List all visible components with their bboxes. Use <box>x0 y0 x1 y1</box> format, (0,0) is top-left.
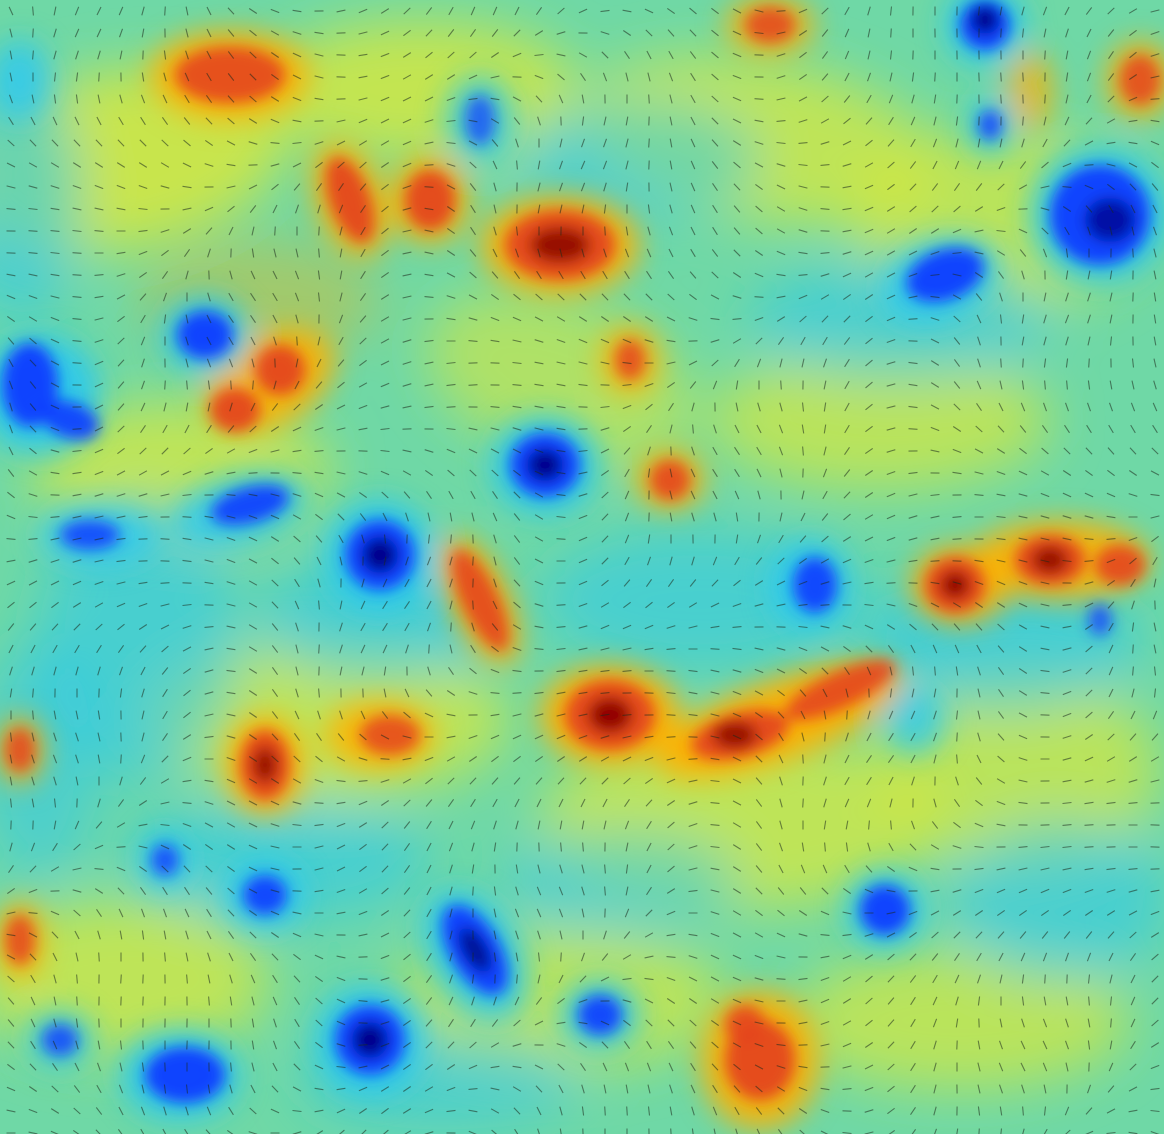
vortex-core <box>151 844 179 876</box>
vortex-core <box>725 1005 765 1045</box>
vortex-core <box>458 927 492 973</box>
vortex-core <box>352 1022 388 1058</box>
color-region <box>0 640 100 880</box>
vortex-core <box>5 728 35 772</box>
vortex-core <box>793 557 837 613</box>
vortex-core <box>362 537 398 573</box>
vortex-core <box>527 449 563 481</box>
vortex-core <box>1095 545 1145 585</box>
vortex-core <box>243 875 287 915</box>
vortex-core <box>578 995 622 1035</box>
vortex-core <box>906 247 984 303</box>
vortex-core <box>360 715 420 755</box>
vortex-core <box>860 885 910 935</box>
vortex-core <box>60 520 120 550</box>
vortex-core <box>1032 546 1068 574</box>
vortex-core <box>253 747 277 783</box>
velocity-arrow-lattice <box>6 6 1160 1134</box>
vortex-core <box>1085 198 1135 242</box>
vortex-core <box>745 7 795 43</box>
color-region <box>790 950 1130 1090</box>
vortex-core <box>588 697 632 733</box>
vortex-core <box>405 170 455 230</box>
vortex-core <box>177 311 233 359</box>
vortex-halo <box>1005 50 1055 130</box>
vortex-cores <box>2 0 1160 1103</box>
color-region <box>130 800 430 920</box>
vortex-halo <box>885 685 945 755</box>
vortex-core <box>41 400 99 440</box>
color-region <box>710 350 1050 490</box>
vortex-core <box>713 721 757 749</box>
vortex-core <box>650 460 690 500</box>
vortex-core <box>465 95 495 145</box>
vortex-core <box>210 388 260 432</box>
vortex-core <box>42 1024 78 1056</box>
color-region <box>0 80 80 320</box>
color-region <box>520 100 760 220</box>
vortex-core <box>530 227 590 263</box>
vortex-core <box>1120 55 1160 105</box>
vortex-halo <box>0 40 50 120</box>
vortex-core <box>1088 604 1112 636</box>
vortex-core <box>325 157 375 243</box>
color-region <box>500 830 740 930</box>
vortex-core <box>971 6 999 34</box>
color-region <box>880 670 1160 870</box>
velocity-arrows <box>6 6 1160 1134</box>
vortex-core <box>2 343 58 427</box>
vortex-core <box>978 110 1002 140</box>
color-region <box>950 820 1164 980</box>
vortex-core <box>785 659 895 721</box>
vortex-core <box>940 571 970 599</box>
vortex-core <box>615 340 645 380</box>
color-region <box>260 560 500 680</box>
vortex-core <box>255 345 305 395</box>
vortex-core <box>145 1047 225 1103</box>
vortex-core <box>5 915 35 965</box>
